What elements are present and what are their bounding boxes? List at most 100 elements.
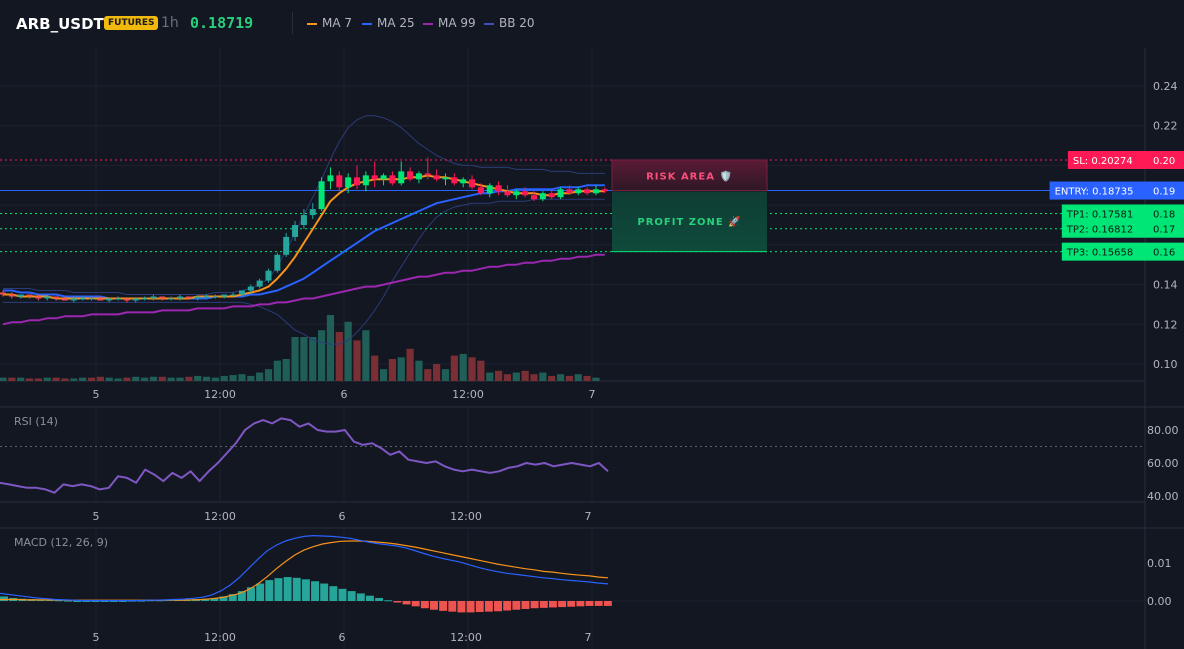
- volume-bar: [167, 377, 175, 381]
- macd-histogram-bar: [521, 601, 530, 609]
- macd-histogram-bar: [420, 601, 429, 609]
- time-axis-label: 6: [341, 388, 348, 401]
- candle-body: [265, 270, 272, 281]
- candle-body: [469, 179, 476, 188]
- volume-bar: [592, 377, 600, 381]
- timeframe-label[interactable]: 1h: [161, 15, 179, 31]
- tp2-tag-bg: [1061, 219, 1145, 238]
- rsi-line: [0, 417, 609, 494]
- candle-body: [327, 175, 334, 182]
- tp1-tag: TP1: 0.17581: [1066, 209, 1133, 220]
- macd-histogram-bar: [603, 601, 612, 606]
- volume-bar: [556, 374, 565, 381]
- candle-body: [362, 175, 369, 186]
- volume-bar: [211, 377, 219, 381]
- legend-swatch-ma7: [307, 22, 317, 25]
- tp3-axis-value: 0.16: [1153, 248, 1175, 259]
- legend-ma99[interactable]: MA 99: [423, 16, 476, 30]
- tp3-axis-bg: [1145, 242, 1184, 261]
- volume-bar: [565, 375, 573, 381]
- candle-body: [424, 173, 431, 176]
- macd-histogram-bar: [567, 601, 576, 607]
- macd-histogram-bar: [365, 595, 374, 601]
- legend-ma25[interactable]: MA 25: [362, 16, 415, 30]
- legend-swatch-bb20: [484, 22, 494, 25]
- candle-body: [123, 298, 130, 301]
- volume-bar: [256, 372, 264, 381]
- volume-bar: [335, 331, 343, 381]
- volume-bar: [17, 377, 25, 381]
- legend-bb20[interactable]: BB 20: [484, 16, 535, 30]
- volume-bar: [185, 376, 193, 381]
- macd-time-label: 12:00: [204, 631, 236, 644]
- macd-time-label: 6: [339, 631, 346, 644]
- macd-histogram-bar: [82, 601, 91, 602]
- macd-histogram-bar: [384, 600, 393, 602]
- macd-histogram-bar: [512, 601, 521, 610]
- candle-body: [592, 189, 599, 194]
- profit-zone-label: PROFIT ZONE 🚀: [637, 215, 741, 228]
- macd-histogram-bar: [539, 601, 548, 608]
- sl-axis-value: 0.20: [1153, 156, 1175, 167]
- rsi-title: RSI (14): [14, 415, 58, 428]
- tp1-tag-bg: [1061, 204, 1145, 223]
- legend-swatch-ma99: [423, 22, 433, 25]
- candle-body: [203, 296, 210, 298]
- candle-body: [247, 286, 254, 291]
- candle-body: [309, 209, 316, 216]
- legend-ma7[interactable]: MA 7: [307, 16, 352, 30]
- candle-body: [221, 294, 228, 297]
- volume-bar: [61, 378, 69, 381]
- candle-body: [256, 280, 263, 287]
- candle-body: [389, 175, 396, 184]
- candle-body: [336, 175, 343, 188]
- macd-histogram-bar: [347, 591, 356, 601]
- time-axis-label: 12:00: [452, 388, 484, 401]
- tp3-tag-bg: [1061, 242, 1145, 261]
- volume-bar: [43, 377, 51, 381]
- candle-body: [238, 290, 245, 295]
- profit-zone: [612, 191, 767, 252]
- candle-body: [398, 171, 405, 184]
- candle-body: [212, 296, 219, 298]
- volume-bar: [229, 375, 237, 381]
- candle-body: [513, 191, 520, 196]
- macd-histogram-bar: [411, 601, 420, 607]
- price-axis-label: 0.10: [1153, 358, 1178, 371]
- candle-body: [141, 298, 148, 300]
- volume-bar: [264, 369, 273, 381]
- macd-histogram-bar: [274, 578, 283, 601]
- macd-histogram-bar: [393, 601, 402, 603]
- macd-histogram-bar: [256, 583, 265, 601]
- last-price: 0.18719: [190, 14, 254, 32]
- tp2-axis-value: 0.17: [1153, 225, 1175, 236]
- candle-body: [504, 191, 511, 196]
- volume-bar: [362, 330, 370, 381]
- macd-histogram-bar: [356, 593, 365, 601]
- volume-bar: [397, 357, 405, 381]
- macd-histogram-bar: [91, 601, 100, 602]
- candle-body: [451, 177, 458, 184]
- macd-histogram-bar: [530, 601, 539, 609]
- volume-bar: [486, 372, 494, 381]
- volume-bar: [158, 376, 166, 381]
- volume-bar: [123, 377, 131, 381]
- volume-bar: [379, 369, 388, 381]
- candle-body: [132, 298, 139, 301]
- volume-bar: [87, 377, 96, 381]
- candle-body: [601, 189, 608, 192]
- volume-bar: [388, 359, 396, 381]
- rsi-time-label: 5: [93, 510, 100, 523]
- candle-body: [177, 296, 183, 299]
- tp1-axis-bg: [1145, 204, 1184, 223]
- entry-tag: ENTRY: 0.18735: [1055, 187, 1134, 198]
- candle-body: [442, 177, 449, 180]
- volume-bar: [52, 377, 60, 381]
- rsi-axis-label: 80.00: [1147, 424, 1179, 437]
- volume-bar: [326, 315, 335, 381]
- macd-histogram-bar: [73, 601, 82, 602]
- symbol-label[interactable]: ARB_USDT: [16, 15, 104, 33]
- legend-swatch-ma25: [362, 22, 372, 25]
- macd-time-label: 5: [93, 631, 100, 644]
